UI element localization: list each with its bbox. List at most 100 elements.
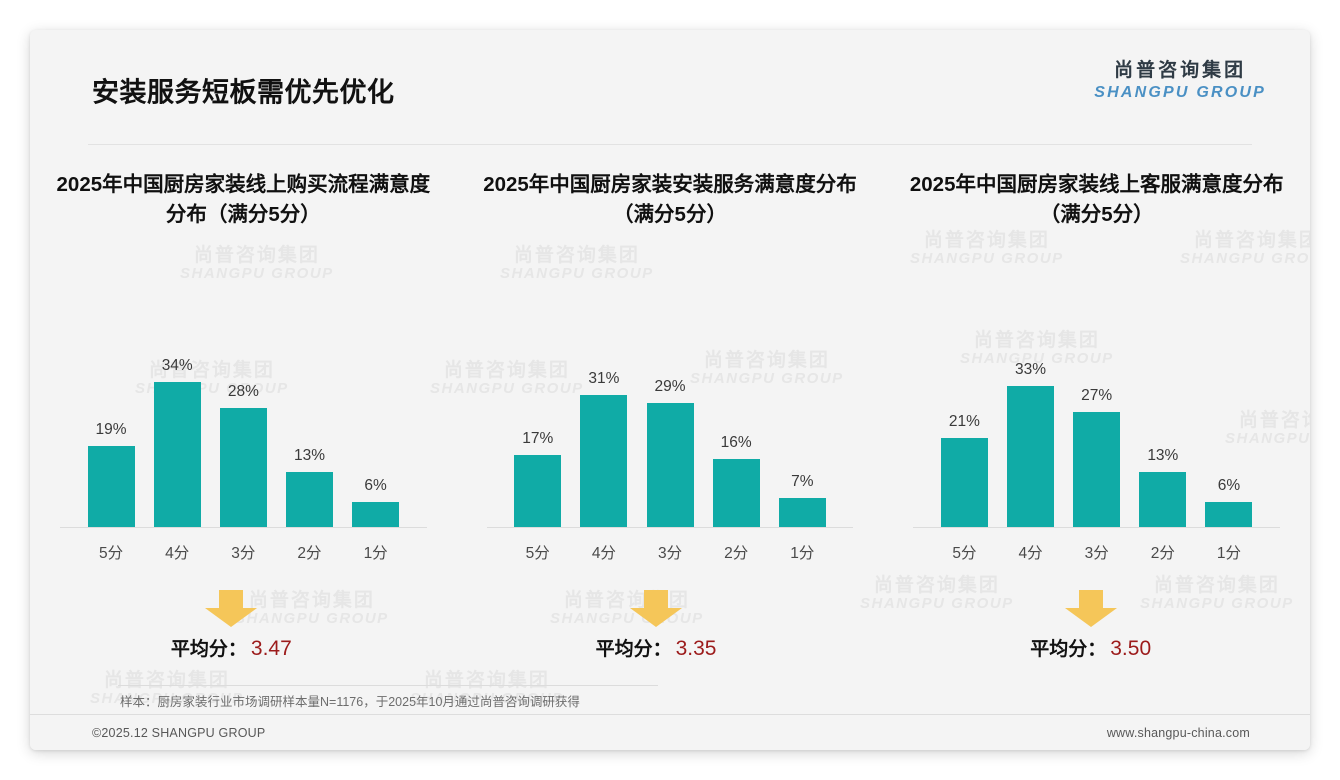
bar xyxy=(712,459,760,528)
chart-panel-purchase-flow: 2025年中国厨房家装线上购买流程满意度分布（满分5分） 19% 34% 28% 13… xyxy=(30,170,457,670)
x-axis-tick-label: 5分 xyxy=(952,545,977,562)
footer-website[interactable]: www.shangpu-china.com xyxy=(1106,726,1250,740)
bar xyxy=(219,408,267,528)
x-axis-tick-label: 1分 xyxy=(790,545,815,562)
logo-english-text: SHANGPU GROUP xyxy=(1094,83,1266,101)
bar xyxy=(580,395,628,528)
down-arrow-icon xyxy=(203,590,259,628)
average-score-value: 3.35 xyxy=(675,637,717,660)
header-divider xyxy=(88,144,1252,145)
down-arrow-icon xyxy=(1063,590,1119,628)
charts-row: 2025年中国厨房家装线上购买流程满意度分布（满分5分） 19% 34% 28% 13… xyxy=(30,170,1310,670)
source-note: 样本：厨房家装行业市场调研样本量N=1176，于2025年10月通过尚普咨询调研… xyxy=(120,695,580,709)
bar xyxy=(1139,472,1187,528)
bar-slot: 27% xyxy=(1064,328,1130,528)
footer-copyright: ©2025.12 SHANGPU GROUP xyxy=(92,726,266,740)
chart-title: 2025年中国厨房家装安装服务满意度分布（满分5分） xyxy=(483,173,857,226)
bar-slot: 6% xyxy=(1196,328,1262,528)
bar-value-label: 19% xyxy=(95,421,127,438)
footer-divider xyxy=(30,714,1310,715)
bar-series: 19% 34% 28% 13% 6% xyxy=(78,328,409,528)
x-axis-line xyxy=(913,527,1281,528)
bar-value-label: 16% xyxy=(720,434,752,451)
x-axis-tick-label: 3分 xyxy=(657,545,683,562)
bar-value-label: 29% xyxy=(654,378,686,395)
average-score-label: 平均分： xyxy=(595,639,672,660)
x-axis-tick-label: 2分 xyxy=(297,545,322,562)
average-score-callout: 平均分： 3.50 xyxy=(877,590,1304,661)
bar xyxy=(285,472,333,528)
average-score-callout: 平均分： 3.47 xyxy=(30,590,445,661)
down-arrow-icon xyxy=(628,590,684,628)
logo-chinese-text: 尚普咨询集团 xyxy=(1114,60,1247,81)
bar-slot: 16% xyxy=(703,328,769,528)
x-axis-tick-labels: 5分 4分 3分 2分 1分 xyxy=(505,528,836,563)
average-score-text: 平均分： 3.35 xyxy=(443,634,870,661)
bar-slot: 6% xyxy=(343,328,409,528)
source-note-divider xyxy=(118,685,658,686)
chart-panel-installation-service: 2025年中国厨房家装安装服务满意度分布（满分5分） 17% 31% 29% 16% 7… xyxy=(457,170,884,670)
bar xyxy=(778,498,826,528)
chart-panel-online-support: 2025年中国厨房家装线上客服满意度分布（满分5分） 21% 33% 27% 13% 6… xyxy=(883,170,1310,670)
bar xyxy=(1073,412,1121,528)
chart-title: 2025年中国厨房家装线上客服满意度分布（满分5分） xyxy=(909,173,1284,226)
bar-value-label: 27% xyxy=(1081,387,1113,404)
average-score-value: 3.50 xyxy=(1110,637,1152,660)
bar-series: 21% 33% 27% 13% 6% xyxy=(931,328,1262,528)
slide-footer: ©2025.12 SHANGPU GROUP www.shangpu-china… xyxy=(30,715,1310,750)
bar-slot: 13% xyxy=(276,328,342,528)
bar-value-label: 6% xyxy=(364,477,387,494)
bar-slot: 17% xyxy=(505,328,571,528)
chart-title: 2025年中国厨房家装线上购买流程满意度分布（满分5分） xyxy=(56,173,431,226)
bar-series: 17% 31% 29% 16% 7% xyxy=(505,328,836,528)
bar-value-label: 34% xyxy=(161,357,193,374)
x-axis-tick-label: 4分 xyxy=(1018,545,1043,562)
bar-slot: 31% xyxy=(571,328,637,528)
x-axis-line xyxy=(486,527,854,528)
bar-slot: 28% xyxy=(210,328,276,528)
bar-value-label: 13% xyxy=(1147,447,1179,464)
x-axis-tick-label: 5分 xyxy=(525,545,550,562)
bar-chart-plot: 21% 33% 27% 13% 6% 5分 4分 3分 2分 1分 xyxy=(897,328,1296,562)
bar-value-label: 31% xyxy=(588,370,620,387)
bar-chart-plot: 17% 31% 29% 16% 7% 5分 4分 3分 2分 1分 xyxy=(471,328,870,562)
bar-slot: 13% xyxy=(1130,328,1196,528)
bar-value-label: 6% xyxy=(1217,477,1241,494)
slide-canvas: 尚普咨询集团 SHANGPU GROUP 尚普咨询集团 SHANGPU GROUP 尚普… xyxy=(30,30,1310,750)
x-axis-tick-label: 4分 xyxy=(591,545,616,562)
bar-slot: 21% xyxy=(931,328,997,528)
bar xyxy=(87,446,135,528)
bar-slot: 19% xyxy=(78,328,144,528)
average-score-label: 平均分： xyxy=(170,639,247,660)
bar xyxy=(940,438,988,528)
slide-header: 安装服务短板需优先优化 尚普咨询集团 SHANGPU GROUP xyxy=(30,30,1310,122)
average-score-value: 3.47 xyxy=(250,637,292,660)
bar-slot: 7% xyxy=(769,328,835,528)
bar xyxy=(514,455,562,528)
bar xyxy=(646,403,694,528)
x-axis-tick-label: 5分 xyxy=(99,545,124,562)
average-score-callout: 平均分： 3.35 xyxy=(443,590,870,661)
bar xyxy=(1007,386,1055,528)
bar-value-label: 33% xyxy=(1015,361,1047,378)
average-score-label: 平均分： xyxy=(1030,639,1107,660)
bar xyxy=(352,502,400,528)
average-score-text: 平均分： 3.50 xyxy=(877,634,1304,661)
bar-value-label: 28% xyxy=(227,383,259,400)
x-axis-line xyxy=(60,527,427,528)
bar-chart-plot: 19% 34% 28% 13% 6% 5分 4分 3分 2分 1分 xyxy=(44,328,443,562)
page-title: 安装服务短板需优先优化 xyxy=(92,77,395,108)
bar xyxy=(153,382,201,528)
bar-slot: 29% xyxy=(637,328,703,528)
bar-value-label: 7% xyxy=(791,473,814,490)
brand-logo: 尚普咨询集团 SHANGPU GROUP xyxy=(1094,59,1266,102)
bar-value-label: 21% xyxy=(948,413,980,430)
x-axis-tick-label: 3分 xyxy=(1084,545,1109,562)
bar-value-label: 13% xyxy=(293,447,325,464)
average-score-text: 平均分： 3.47 xyxy=(30,634,445,661)
bar-value-label: 17% xyxy=(522,430,554,447)
bar-slot: 34% xyxy=(144,328,210,528)
x-axis-tick-labels: 5分 4分 3分 2分 1分 xyxy=(931,528,1262,563)
x-axis-tick-label: 4分 xyxy=(165,545,190,562)
bar xyxy=(1205,502,1253,528)
